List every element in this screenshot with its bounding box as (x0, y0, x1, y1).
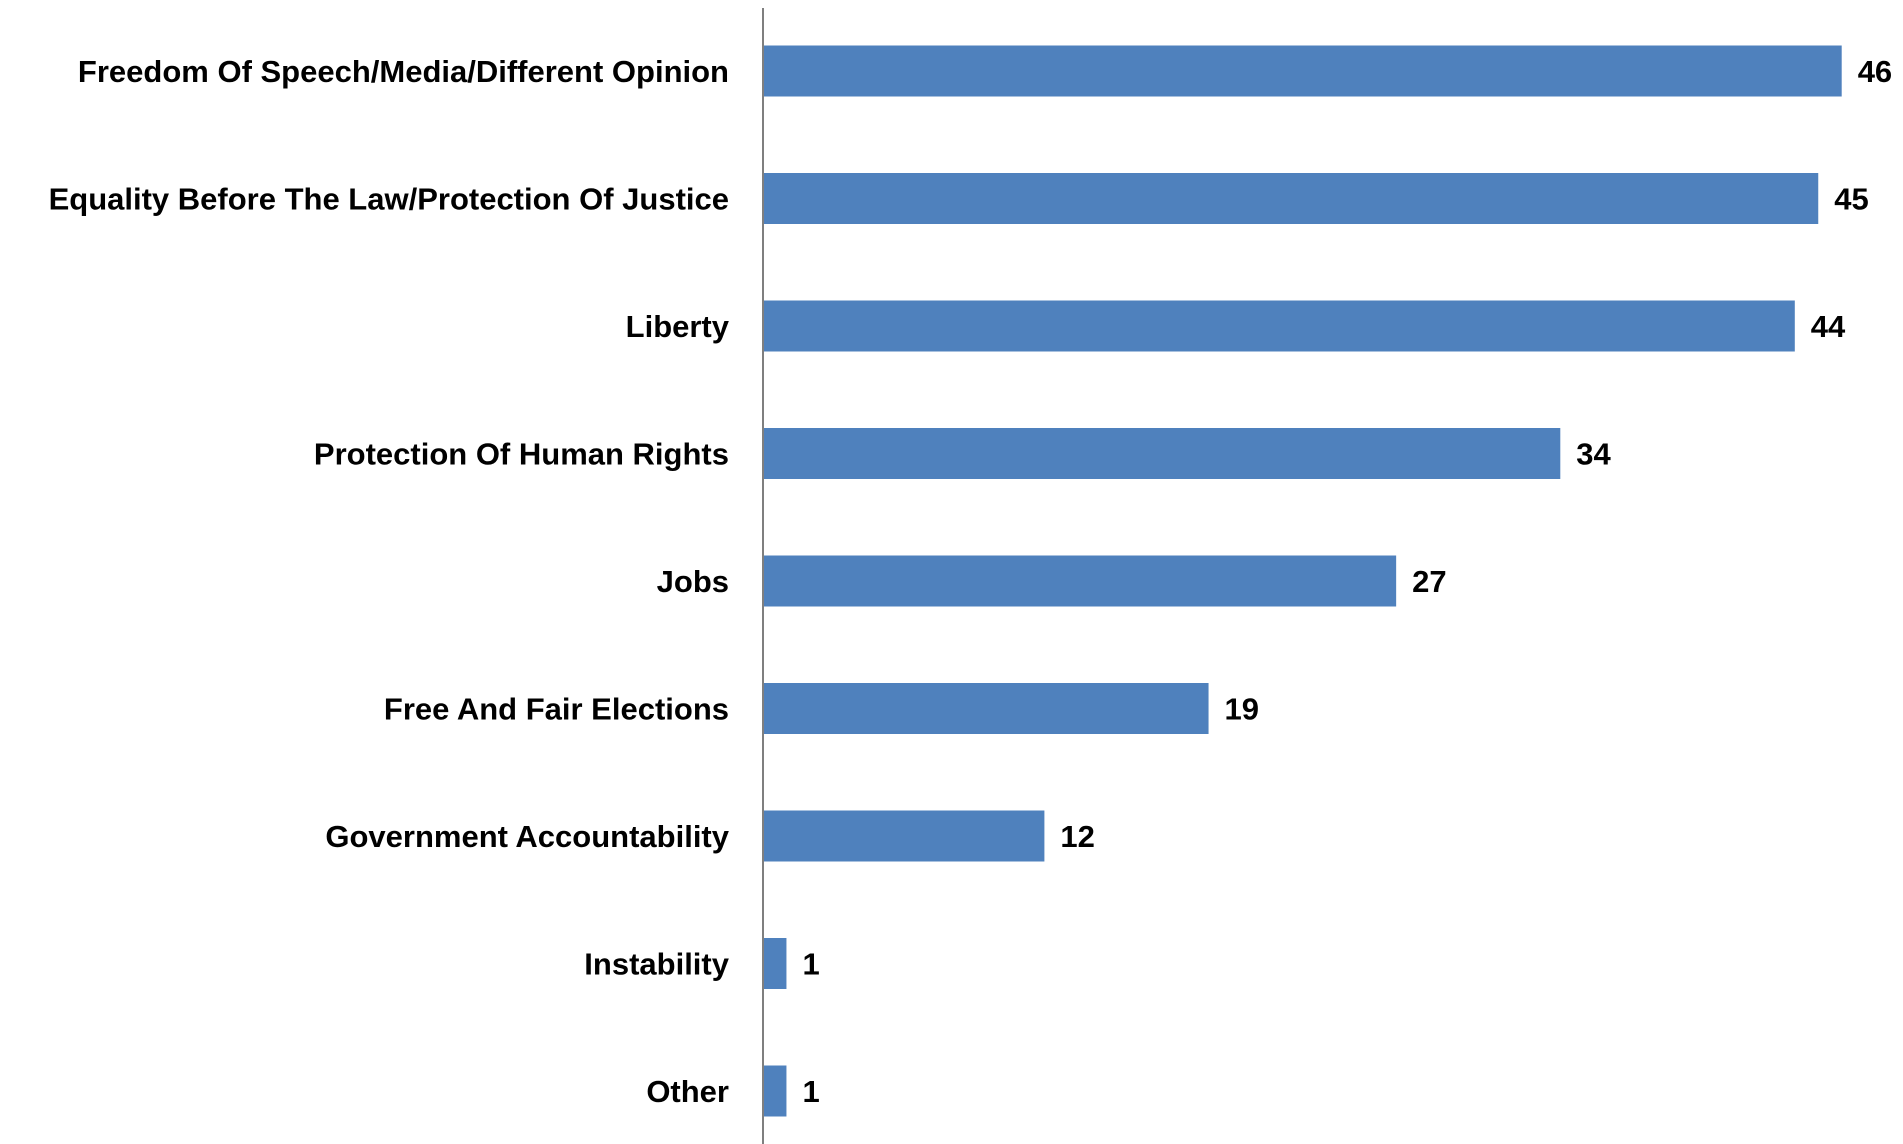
bar (763, 683, 1209, 734)
bar (763, 555, 1397, 607)
bar (763, 810, 1045, 862)
bar (763, 428, 1561, 479)
data-label: 27 (1412, 564, 1446, 599)
bar (763, 45, 1842, 97)
bars (763, 45, 1842, 1117)
category-label: Freedom Of Speech/Media/Different Opinio… (78, 54, 729, 89)
category-label: Liberty (626, 309, 730, 344)
bar (763, 938, 787, 989)
category-label: Instability (584, 947, 729, 982)
bar (763, 1065, 787, 1117)
data-label: 44 (1811, 309, 1846, 344)
data-label: 1 (802, 947, 819, 982)
value-labels: 46 45 44 34 27 19 12 1 1 (802, 54, 1892, 1109)
category-label: Government Accountability (325, 819, 729, 854)
category-label: Other (646, 1074, 729, 1109)
data-label: 1 (802, 1074, 819, 1109)
category-label: Free And Fair Elections (384, 692, 729, 727)
data-label: 46 (1858, 54, 1892, 89)
category-label: Jobs (657, 564, 729, 599)
data-label: 12 (1060, 819, 1094, 854)
data-label: 45 (1834, 182, 1868, 217)
data-label: 19 (1225, 692, 1259, 727)
bar (763, 173, 1819, 224)
category-label: Equality Before The Law/Protection Of Ju… (49, 182, 729, 217)
bar (763, 300, 1795, 352)
data-label: 34 (1576, 437, 1611, 472)
category-labels: Freedom Of Speech/Media/Different Opinio… (49, 54, 730, 1109)
category-label: Protection Of Human Rights (314, 437, 729, 472)
